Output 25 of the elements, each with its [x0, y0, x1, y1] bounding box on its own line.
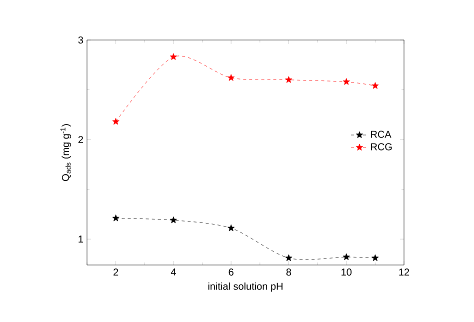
y-axis-title: Q$_{ads}$ (mg g$^{-1}$)	[60, 124, 72, 182]
point	[342, 253, 350, 260]
legend-label: RCA	[371, 130, 392, 138]
legend-label: RCG	[371, 143, 392, 150]
point	[228, 74, 235, 81]
y-tick-label: 2	[78, 136, 83, 144]
point	[285, 76, 292, 83]
y-tick-label: 3	[78, 36, 84, 44]
point	[112, 118, 120, 125]
point	[285, 254, 292, 262]
x-tick-label: 12	[399, 268, 410, 276]
x-tick-label: 10	[342, 268, 352, 276]
x-tick-label: 4	[170, 268, 176, 276]
point	[170, 216, 177, 224]
point	[372, 254, 379, 262]
point	[112, 214, 120, 222]
x-tick-label: 8	[286, 268, 292, 276]
x-tick-label: 2	[114, 268, 118, 276]
point	[372, 82, 379, 89]
point	[342, 78, 350, 85]
point	[170, 53, 177, 60]
x-axis-title: initial solution pH	[208, 282, 282, 292]
y-tick-label: 1	[78, 236, 83, 243]
x-tick-label: 6	[228, 268, 234, 276]
point	[228, 224, 235, 232]
